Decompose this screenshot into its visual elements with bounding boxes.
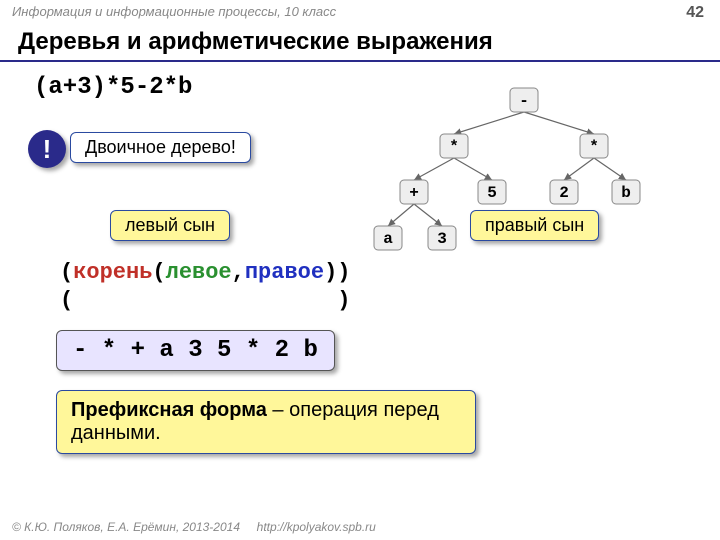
schema-rp: ): [324, 260, 337, 285]
footer-url: http://kpolyakov.spb.ru: [257, 520, 376, 534]
svg-text:-: -: [519, 92, 529, 110]
footer: © К.Ю. Поляков, Е.А. Ерёмин, 2013-2014 h…: [12, 520, 376, 534]
schema-comma: ,: [232, 260, 245, 285]
svg-text:2: 2: [559, 184, 569, 202]
svg-text:*: *: [589, 138, 599, 156]
exclamation-badge: !: [28, 130, 66, 168]
schema-line: (корень(левое,правое)): [60, 260, 350, 285]
svg-text:a: a: [383, 230, 393, 248]
callout-left-son: левый сын: [110, 210, 230, 241]
schema-open: (: [60, 260, 73, 285]
expression-text: (a+3)*5-2*b: [34, 74, 192, 101]
prefix-expression-box: - * + a 3 5 * 2 b: [56, 330, 335, 371]
slide-title: Деревья и арифметические выражения: [18, 28, 493, 56]
desc-bold: Префиксная форма: [71, 399, 267, 421]
schema-right: правое: [245, 260, 324, 285]
svg-text:5: 5: [487, 184, 497, 202]
footer-copyright: © К.Ю. Поляков, Е.А. Ерёмин, 2013-2014: [12, 520, 240, 534]
callout-binary-tree: Двоичное дерево!: [70, 132, 251, 163]
schema-root: корень: [73, 260, 152, 285]
schema-line-2: (корень(левое,правое)): [60, 288, 350, 313]
page-number: 42: [686, 4, 704, 22]
schema-left: левое: [166, 260, 232, 285]
schema2-open: (: [60, 288, 73, 313]
svg-text:+: +: [409, 184, 419, 202]
title-underline: [0, 60, 720, 62]
expression-tree: - * * +5 2 b a 3: [350, 74, 670, 254]
schema-close: ): [337, 260, 350, 285]
schema-lp: (: [152, 260, 165, 285]
svg-text:*: *: [449, 138, 459, 156]
svg-text:3: 3: [437, 230, 447, 248]
prefix-description: Префиксная форма – операция перед данным…: [56, 390, 476, 454]
svg-text:b: b: [621, 184, 631, 202]
schema2-close: ): [337, 288, 350, 313]
course-header: Информация и информационные процессы, 10…: [12, 4, 336, 19]
